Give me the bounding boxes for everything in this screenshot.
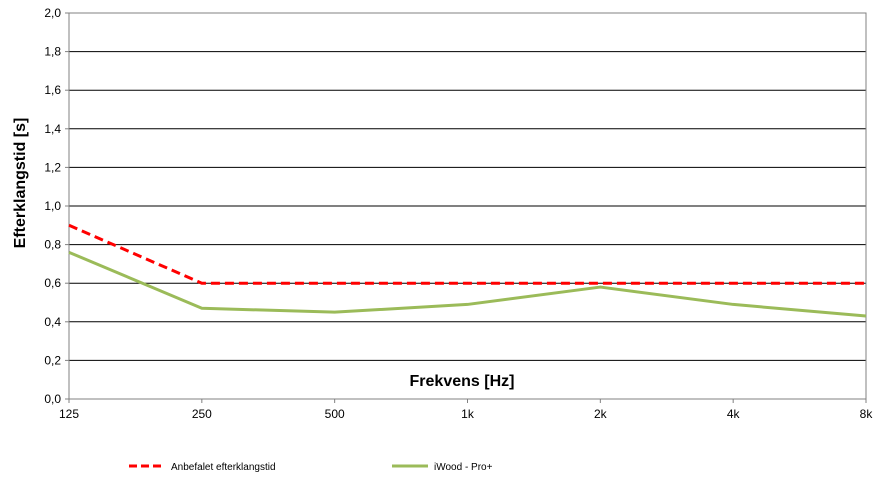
y-tick-label: 2,0 [44,6,61,20]
legend: Anbefalet efterklangstid iWood - Pro+ [129,462,493,473]
y-axis-title: Efterklangstid [s] [12,118,29,249]
x-tick-label: 500 [325,407,345,421]
y-tick-label: 1,2 [44,160,61,174]
x-tick-label: 125 [59,407,79,421]
series-lines [68,223,867,318]
y-tick-label: 1,0 [44,199,61,213]
x-tick-label: 2k [594,407,608,421]
y-axis-tick-labels: 0,0 0,2 0,4 0,6 0,8 1,0 1,2 1,4 1,6 1,8 2,0 [44,6,61,406]
y-tick-label: 0,4 [44,315,61,329]
legend-label-iwood: iWood - Pro+ [434,462,493,473]
y-tick-label: 1,8 [44,45,61,59]
x-tick-label: 1k [461,407,475,421]
series-line-recommended [68,223,866,285]
legend-label-recommended: Anbefalet efterklangstid [171,462,276,473]
y-tick-label: 0,0 [44,392,61,406]
x-axis-tick-labels: 125 250 500 1k 2k 4k 8k [59,407,873,421]
y-tick-label: 0,6 [44,276,61,290]
y-tick-label: 1,6 [44,83,61,97]
y-tick-label: 0,8 [44,238,61,252]
grid-lines [65,12,867,403]
x-tick-label: 250 [192,407,212,421]
x-axis-title: Frekvens [Hz] [410,373,515,390]
series-line-iwood [68,250,867,318]
plot-area-border [68,12,867,400]
x-tick-label: 4k [727,407,741,421]
y-tick-label: 1,4 [44,122,61,136]
x-tick-label: 8k [860,407,874,421]
y-tick-label: 0,2 [44,353,61,367]
